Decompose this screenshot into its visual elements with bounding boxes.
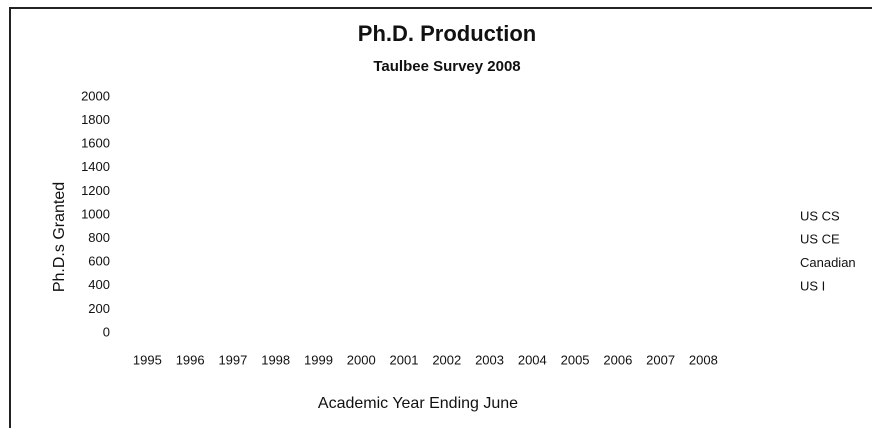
x-tick-label: 2006 xyxy=(603,352,632,367)
x-tick-label: 1998 xyxy=(261,352,290,367)
y-tick-label: 600 xyxy=(88,254,110,269)
x-tick-label: 2008 xyxy=(689,352,718,367)
x-tick-label: 2005 xyxy=(561,352,590,367)
legend-label: US I xyxy=(800,278,825,293)
y-tick-label: 2000 xyxy=(81,88,110,103)
x-tick-label: 2003 xyxy=(475,352,504,367)
y-tick-label: 1600 xyxy=(81,136,110,151)
x-axis-label: Academic Year Ending June xyxy=(318,395,518,412)
x-tick-label: 2001 xyxy=(390,352,419,367)
x-tick-label: 2002 xyxy=(432,352,461,367)
y-tick-label: 1000 xyxy=(81,206,110,221)
y-tick-label: 1400 xyxy=(81,159,110,174)
y-tick-label: 1800 xyxy=(81,112,110,127)
x-tick-label: 2007 xyxy=(646,352,675,367)
x-tick-label: 1997 xyxy=(218,352,247,367)
y-tick-label: 1200 xyxy=(81,183,110,198)
frame xyxy=(9,7,872,428)
legend-label: US CS xyxy=(800,208,840,223)
legend-label: US CE xyxy=(800,232,840,247)
x-tick-label: 2004 xyxy=(518,352,547,367)
y-tick-label: 400 xyxy=(88,277,110,292)
x-tick-label: 1995 xyxy=(133,352,162,367)
x-tick-label: 2000 xyxy=(347,352,376,367)
y-axis-label: Ph.D.s Granted xyxy=(51,182,68,292)
legend-label: Canadian xyxy=(800,255,856,270)
y-tick-label: 0 xyxy=(103,324,110,339)
x-tick-label: 1996 xyxy=(176,352,205,367)
chart-title: Ph.D. Production xyxy=(358,21,536,46)
x-tick-label: 1999 xyxy=(304,352,333,367)
chart-subtitle: Taulbee Survey 2008 xyxy=(373,58,520,75)
y-tick-label: 200 xyxy=(88,301,110,316)
y-tick-label: 800 xyxy=(88,230,110,245)
